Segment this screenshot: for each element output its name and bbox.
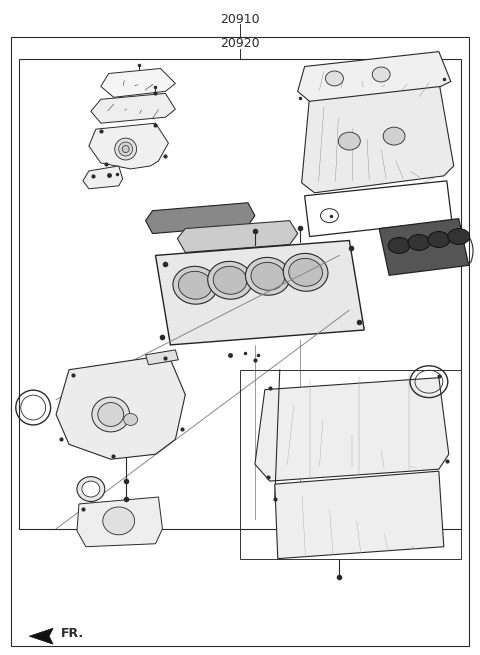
Text: 20910: 20910 bbox=[220, 13, 260, 26]
Polygon shape bbox=[255, 378, 449, 481]
Ellipse shape bbox=[119, 142, 132, 156]
Polygon shape bbox=[379, 219, 468, 275]
Ellipse shape bbox=[325, 71, 343, 86]
Ellipse shape bbox=[208, 261, 252, 299]
Ellipse shape bbox=[98, 403, 124, 426]
Polygon shape bbox=[301, 81, 454, 193]
Ellipse shape bbox=[213, 267, 247, 294]
Ellipse shape bbox=[124, 413, 138, 426]
Polygon shape bbox=[156, 240, 364, 345]
Ellipse shape bbox=[408, 234, 430, 250]
Polygon shape bbox=[83, 166, 123, 189]
Ellipse shape bbox=[283, 253, 328, 291]
Ellipse shape bbox=[251, 263, 285, 290]
Ellipse shape bbox=[372, 67, 390, 82]
Polygon shape bbox=[298, 52, 451, 102]
Ellipse shape bbox=[338, 132, 360, 150]
Ellipse shape bbox=[92, 397, 130, 432]
Ellipse shape bbox=[173, 267, 217, 304]
Polygon shape bbox=[29, 628, 53, 644]
Polygon shape bbox=[145, 203, 255, 234]
Text: 20920: 20920 bbox=[220, 37, 260, 50]
Ellipse shape bbox=[428, 232, 450, 248]
Polygon shape bbox=[91, 94, 175, 123]
Polygon shape bbox=[89, 123, 168, 169]
Ellipse shape bbox=[115, 138, 137, 160]
Polygon shape bbox=[77, 497, 162, 547]
Polygon shape bbox=[101, 69, 175, 98]
Ellipse shape bbox=[289, 258, 323, 286]
Ellipse shape bbox=[103, 507, 134, 534]
Ellipse shape bbox=[82, 481, 100, 497]
Text: FR.: FR. bbox=[61, 627, 84, 640]
Ellipse shape bbox=[383, 127, 405, 145]
Polygon shape bbox=[145, 350, 179, 365]
Ellipse shape bbox=[448, 229, 469, 244]
Polygon shape bbox=[275, 471, 444, 559]
Ellipse shape bbox=[179, 271, 212, 299]
Polygon shape bbox=[56, 355, 185, 459]
Polygon shape bbox=[178, 221, 298, 252]
Ellipse shape bbox=[122, 145, 129, 153]
Ellipse shape bbox=[388, 238, 410, 253]
Ellipse shape bbox=[245, 257, 290, 295]
Ellipse shape bbox=[77, 477, 105, 502]
